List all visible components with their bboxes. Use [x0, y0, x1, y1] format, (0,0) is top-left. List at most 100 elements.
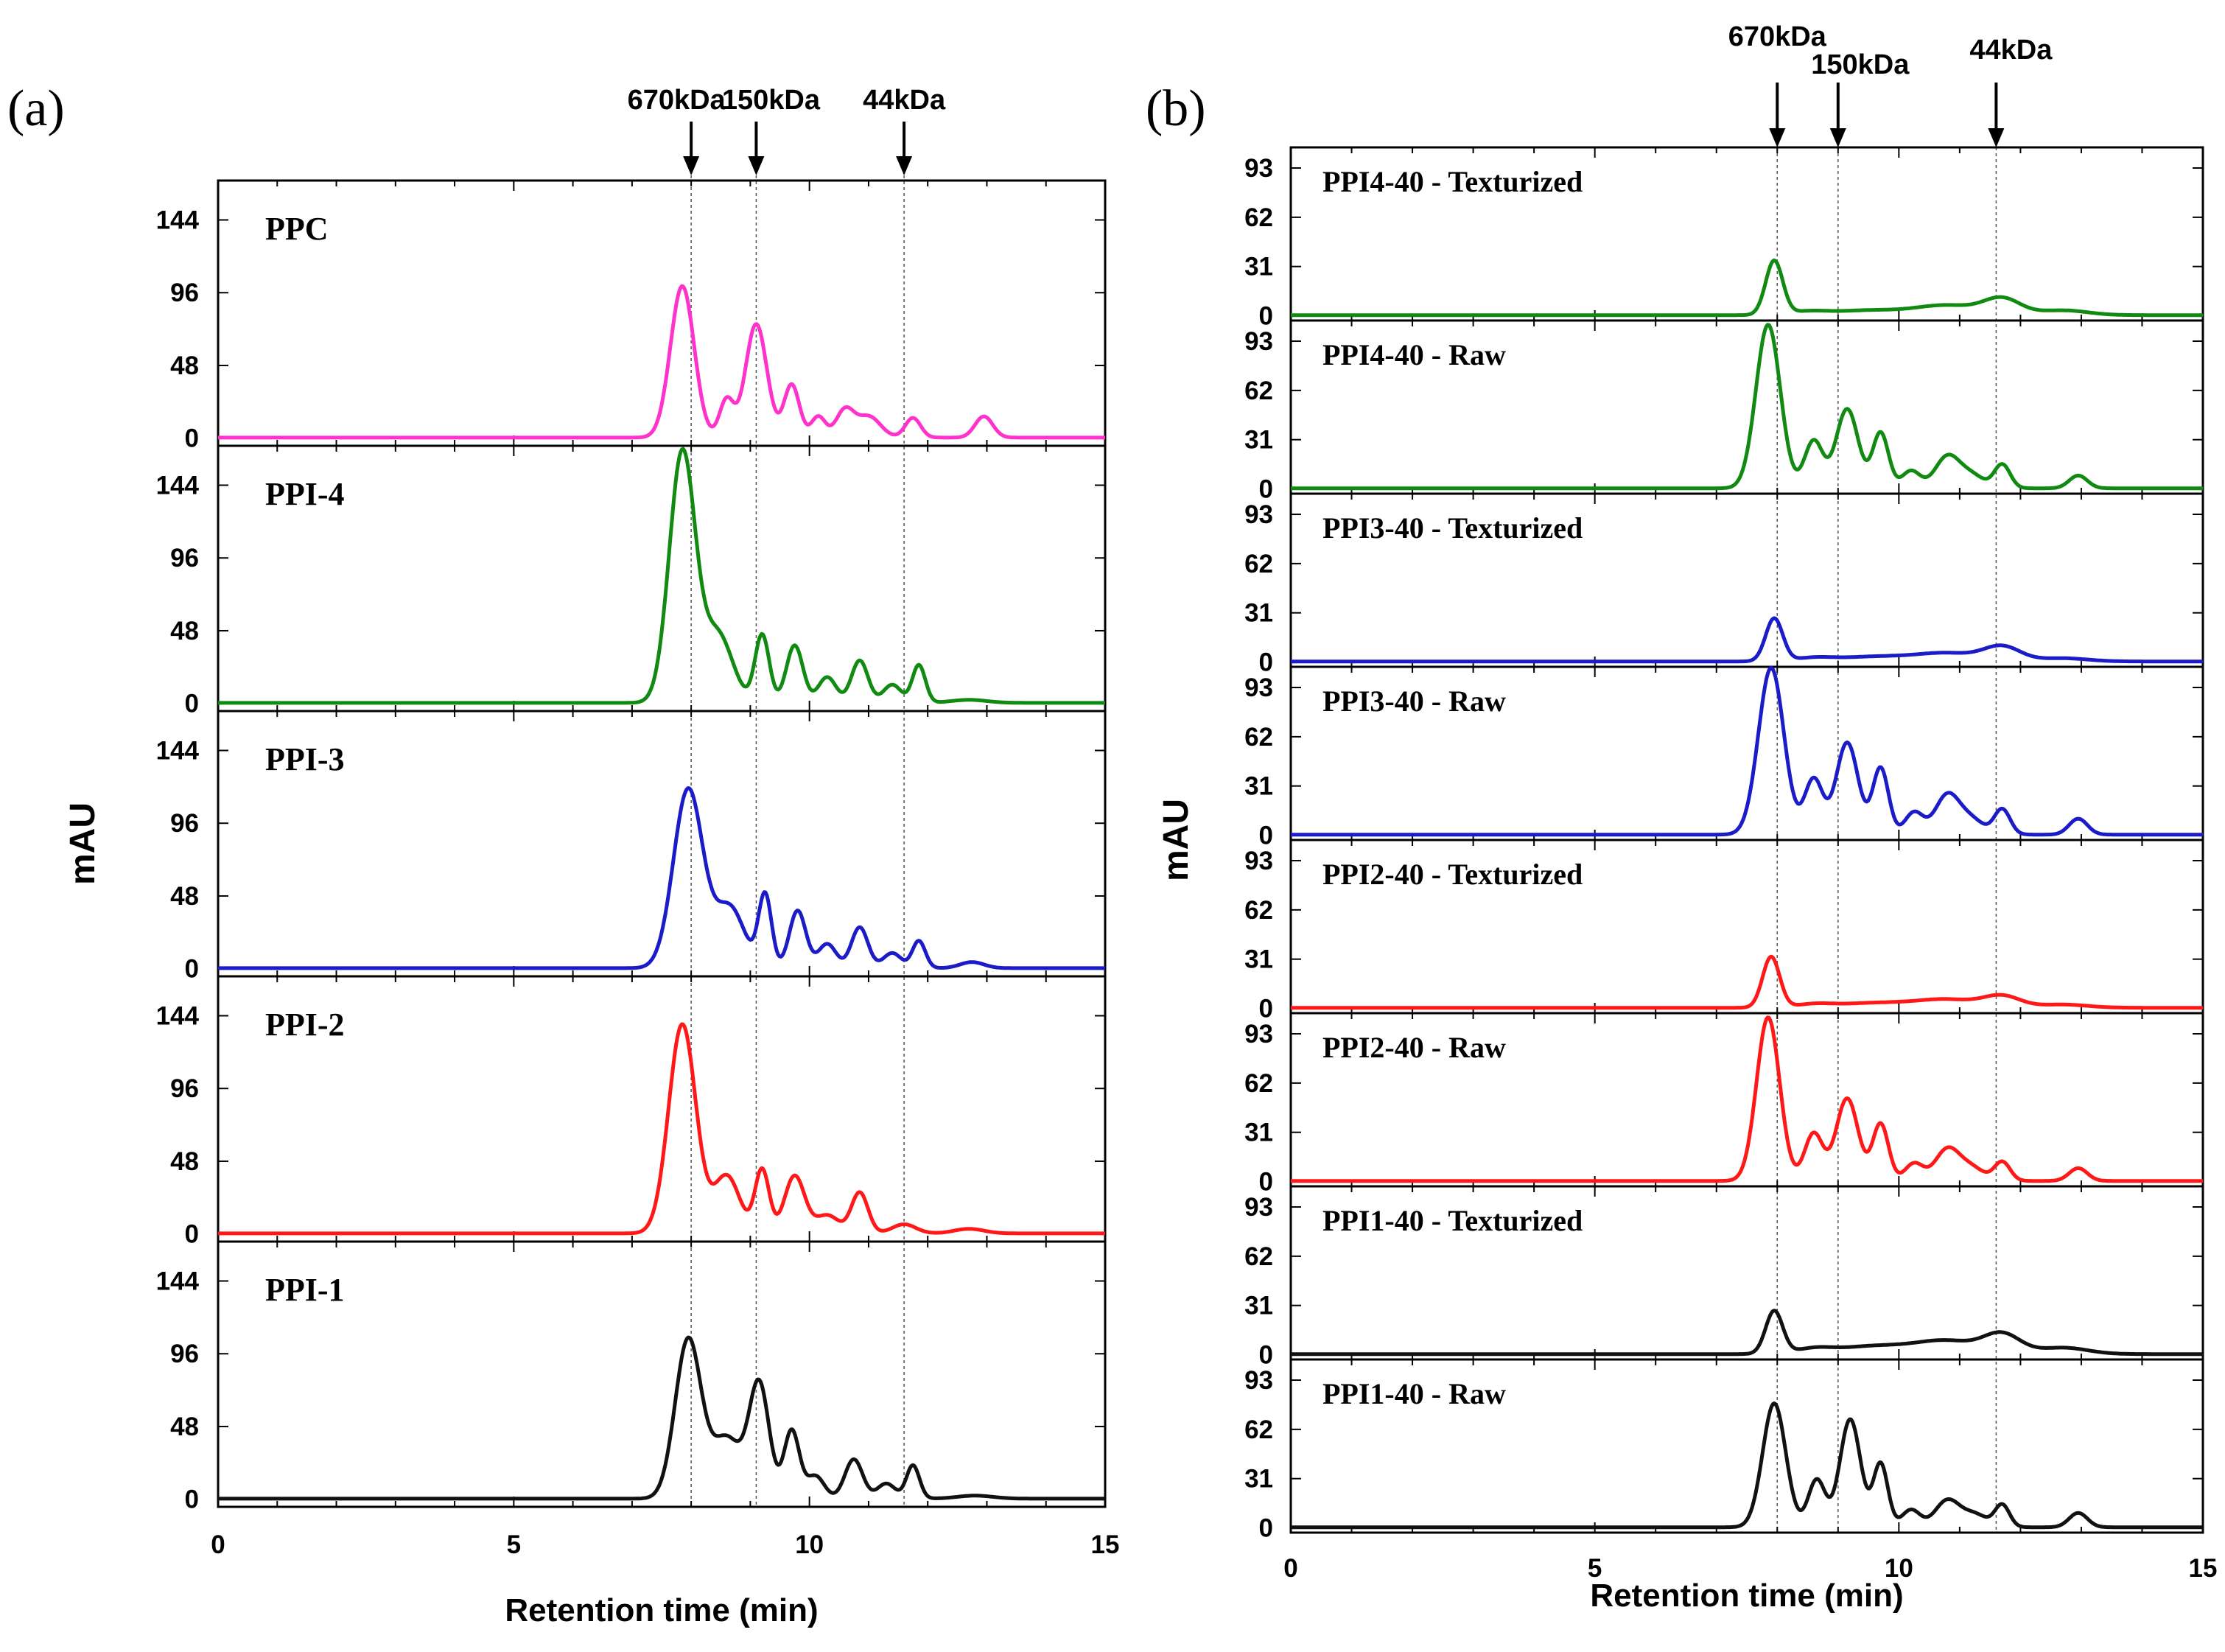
- y-tick-label: 31: [1244, 1119, 1273, 1147]
- y-tick-label: 93: [1244, 1020, 1273, 1049]
- y-tick-label: 0: [185, 1220, 199, 1249]
- marker-label: 150kDa: [722, 85, 821, 116]
- y-tick-label: 0: [1259, 1168, 1273, 1197]
- subplot-frame: [217, 444, 1107, 713]
- series-line: [1290, 1309, 2204, 1357]
- y-tick-label: 48: [170, 882, 199, 911]
- marker-arrow-head: [748, 156, 765, 175]
- y-tick-label: 0: [1259, 648, 1273, 677]
- y-tick-label: 0: [185, 955, 199, 984]
- y-tick-label: 93: [1244, 327, 1273, 356]
- subplot-4: 0 31 62 93 PPI3-40 - Raw: [1244, 665, 2204, 850]
- y-tick-label: 0: [1259, 1341, 1273, 1370]
- y-axis-label: mAU: [63, 802, 102, 885]
- y-tick-label: 93: [1244, 673, 1273, 702]
- subplot-frame: [217, 975, 1107, 1243]
- y-tick-label: 96: [170, 1340, 199, 1368]
- series-line: [1290, 1401, 2204, 1530]
- y-tick-label: 48: [170, 1413, 199, 1441]
- subplot-5: 0 31 62 93 PPI2-40 - Texturized: [1244, 839, 2204, 1023]
- y-tick-label: 93: [1244, 1193, 1273, 1222]
- y-tick-label: 144: [156, 1001, 200, 1030]
- y-tick-label: 0: [1259, 475, 1273, 504]
- marker-label: 670kDa: [1728, 21, 1827, 52]
- series-label: PPI4-40 - Raw: [1322, 338, 1506, 371]
- y-tick-label: 0: [185, 424, 199, 453]
- y-tick-label: 48: [170, 351, 199, 380]
- series-line: [1290, 1015, 2204, 1183]
- y-tick-label: 0: [1259, 302, 1273, 331]
- y-tick-label: 31: [1244, 599, 1273, 628]
- series-label: PPI4-40 - Texturized: [1322, 165, 1583, 198]
- subplot-3: 0 48 96 144 PPI-3: [156, 710, 1107, 984]
- y-tick-label: 96: [170, 809, 199, 838]
- x-tick-label: 15: [1091, 1530, 1120, 1559]
- subplot-2: 0 31 62 93 PPI4-40 - Raw: [1244, 319, 2204, 504]
- y-tick-label: 62: [1244, 377, 1273, 405]
- panel-label: (b): [1146, 80, 1206, 137]
- marker-label: 44kDa: [863, 85, 946, 116]
- subplot-8: 0 31 62 93 PPI1-40 - Raw: [1244, 1358, 2204, 1543]
- y-tick-label: 0: [185, 690, 199, 718]
- marker-label: 670kDa: [628, 85, 726, 116]
- series-label: PPI3-40 - Raw: [1322, 685, 1506, 718]
- series-line: [217, 447, 1106, 705]
- series-label: PPI-3: [265, 741, 345, 777]
- marker-arrow-head: [1988, 128, 2005, 147]
- subplot-7: 0 31 62 93 PPI1-40 - Texturized: [1244, 1185, 2204, 1370]
- series-line: [217, 1022, 1106, 1236]
- y-tick-label: 31: [1244, 945, 1273, 974]
- subplot-4: 0 48 96 144 PPI-2: [156, 975, 1107, 1249]
- y-tick-label: 31: [1244, 426, 1273, 455]
- y-tick-label: 48: [170, 1147, 199, 1176]
- y-tick-label: 144: [156, 471, 200, 500]
- series-label: PPI2-40 - Texturized: [1322, 858, 1583, 891]
- series-line: [1290, 616, 2204, 664]
- series-label: PPI3-40 - Texturized: [1322, 511, 1583, 545]
- series-line: [1290, 665, 2204, 837]
- x-tick-label: 0: [1283, 1554, 1297, 1583]
- subplot-5: 0 48 96 144 PPI-1: [156, 1240, 1107, 1514]
- y-tick-label: 48: [170, 617, 199, 645]
- panel-label: (a): [7, 80, 65, 137]
- y-tick-label: 93: [1244, 847, 1273, 875]
- subplot-2: 0 48 96 144 PPI-4: [156, 444, 1107, 718]
- y-tick-label: 144: [156, 1267, 200, 1295]
- y-tick-label: 62: [1244, 723, 1273, 752]
- subplot-6: 0 31 62 93 PPI2-40 - Raw: [1244, 1012, 2204, 1197]
- x-tick-label: 10: [795, 1530, 824, 1559]
- x-tick-label: 5: [507, 1530, 521, 1559]
- series-line: [217, 1335, 1106, 1501]
- series-line: [1290, 258, 2204, 318]
- y-tick-label: 93: [1244, 154, 1273, 183]
- series-line: [217, 786, 1106, 970]
- marker-arrow-head: [683, 156, 700, 175]
- series-label: PPI2-40 - Raw: [1322, 1031, 1506, 1064]
- y-tick-label: 62: [1244, 1415, 1273, 1444]
- x-tick-label: 0: [211, 1530, 225, 1559]
- series-line: [217, 284, 1106, 440]
- series-label: PPI1-40 - Texturized: [1322, 1204, 1583, 1237]
- series-label: PPI-4: [265, 476, 345, 512]
- y-tick-label: 0: [1259, 1514, 1273, 1543]
- series-line: [1290, 323, 2204, 491]
- x-axis-label: Retention time (min): [505, 1592, 818, 1628]
- subplot-3: 0 31 62 93 PPI3-40 - Texturized: [1244, 492, 2204, 677]
- y-tick-label: 62: [1244, 203, 1273, 232]
- series-label: PPI-1: [265, 1272, 345, 1308]
- x-tick-label: 5: [1588, 1554, 1602, 1583]
- subplot-1: 0 31 62 93 PPI4-40 - Texturized: [1244, 146, 2204, 331]
- y-tick-label: 62: [1244, 896, 1273, 925]
- y-tick-label: 96: [170, 544, 199, 573]
- y-tick-label: 0: [1259, 822, 1273, 850]
- x-tick-label: 10: [1885, 1554, 1913, 1583]
- subplot-frame: [1289, 1358, 2204, 1534]
- y-tick-label: 31: [1244, 1465, 1273, 1494]
- y-tick-label: 62: [1244, 550, 1273, 578]
- series-label: PPC: [265, 211, 329, 247]
- marker-label: 44kDa: [1969, 35, 2053, 66]
- series-label: PPI1-40 - Raw: [1322, 1377, 1506, 1410]
